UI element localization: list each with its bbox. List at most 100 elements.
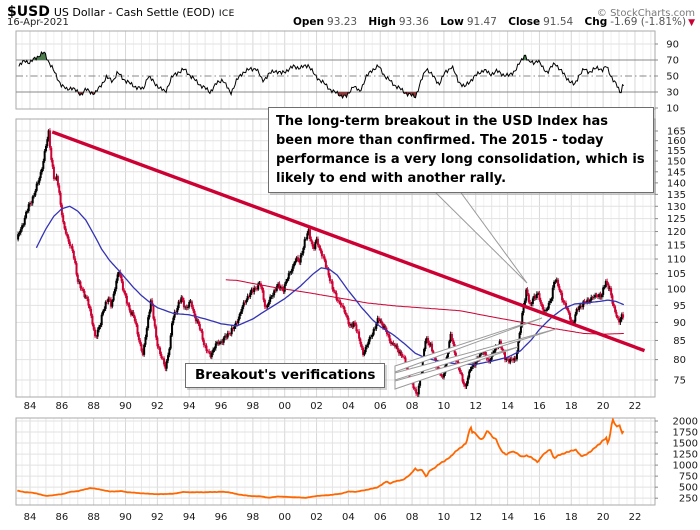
- annotation-long-term-breakout: The long-term breakout in the USD Index …: [268, 107, 654, 193]
- annotation-callout-pointers: [394, 189, 557, 390]
- high-value: 93.36: [398, 16, 429, 28]
- svg-text:86: 86: [55, 401, 68, 412]
- verification-wedge-2: [394, 328, 557, 381]
- momentum-indicator: [16, 51, 655, 100]
- svg-text:145: 145: [667, 167, 686, 178]
- svg-text:96: 96: [215, 512, 228, 523]
- svg-text:92: 92: [151, 512, 164, 523]
- svg-text:90: 90: [119, 401, 132, 412]
- svg-text:1000: 1000: [673, 461, 698, 472]
- svg-text:160: 160: [667, 136, 686, 147]
- open-value: 93.23: [327, 16, 358, 28]
- copyright-label: © StockCharts.com: [596, 8, 695, 19]
- svg-text:02: 02: [310, 512, 323, 523]
- svg-text:90: 90: [119, 512, 132, 523]
- ohlc-quote: Open 93.23 High 93.36 Low 91.47 Close 91.54 …: [293, 16, 695, 28]
- svg-text:08: 08: [406, 512, 419, 523]
- svg-text:120: 120: [667, 227, 686, 238]
- svg-text:500: 500: [679, 483, 698, 494]
- svg-text:250: 250: [679, 494, 698, 505]
- svg-text:14: 14: [501, 401, 514, 412]
- svg-text:90: 90: [666, 40, 679, 51]
- verification-wedge-1: [394, 317, 543, 373]
- svg-text:135: 135: [667, 190, 686, 201]
- open-label: Open: [292, 16, 325, 28]
- svg-text:150: 150: [667, 157, 686, 168]
- svg-text:88: 88: [87, 512, 100, 523]
- verification-wedge-3: [394, 346, 519, 390]
- svg-text:85: 85: [673, 336, 686, 347]
- chart-header: $USD US Dollar - Cash Settle (EOD) ICE © S…: [7, 1, 695, 20]
- svg-text:04: 04: [342, 401, 355, 412]
- svg-text:30: 30: [666, 88, 679, 99]
- quote-row: 16-Apr-2021 Open 93.23 High 93.36 Low 91.47…: [7, 16, 695, 28]
- svg-text:14: 14: [501, 512, 514, 523]
- chg-label: Chg: [584, 16, 608, 28]
- usd-price-series: [17, 128, 625, 397]
- high-label: High: [368, 16, 396, 28]
- svg-text:94: 94: [183, 401, 196, 412]
- svg-text:165: 165: [667, 127, 686, 138]
- svg-text:90: 90: [673, 318, 686, 329]
- lower-orange-series: [17, 418, 625, 499]
- svg-text:84: 84: [24, 401, 37, 412]
- chg-down-arrow-icon: ▼: [688, 18, 695, 28]
- svg-text:50: 50: [666, 72, 679, 83]
- svg-text:1750: 1750: [673, 428, 698, 439]
- svg-text:2000: 2000: [673, 417, 698, 428]
- svg-text:10: 10: [438, 512, 451, 523]
- moving-averages: [35, 205, 625, 366]
- svg-text:02: 02: [310, 401, 323, 412]
- falling-resistance-trendline: [51, 130, 646, 353]
- svg-text:22: 22: [629, 401, 642, 412]
- svg-text:155: 155: [667, 146, 686, 157]
- low-label: Low: [440, 16, 464, 28]
- svg-text:95: 95: [673, 301, 686, 312]
- svg-text:1500: 1500: [673, 439, 698, 450]
- ticker-symbol: $USD: [7, 4, 50, 20]
- svg-text:18: 18: [565, 512, 578, 523]
- close-value: 91.54: [543, 16, 574, 28]
- svg-text:115: 115: [667, 240, 686, 251]
- svg-text:94: 94: [183, 512, 196, 523]
- chart-date: 16-Apr-2021: [7, 17, 69, 28]
- instrument-name: US Dollar - Cash Settle (EOD): [53, 6, 215, 19]
- svg-text:84: 84: [24, 512, 37, 523]
- oversold-fill: [18, 92, 624, 98]
- svg-text:98: 98: [247, 401, 260, 412]
- chg-value: -1.69 (-1.81%): [610, 16, 687, 28]
- exchange-label: ICE: [218, 9, 235, 19]
- svg-text:12: 12: [469, 401, 482, 412]
- svg-text:00: 00: [278, 401, 291, 412]
- axis-labels: 9070503010165160155150145140135130125120…: [24, 40, 698, 524]
- svg-text:140: 140: [667, 178, 686, 189]
- svg-text:96: 96: [215, 401, 228, 412]
- close-label: Close: [508, 16, 541, 28]
- svg-text:10: 10: [666, 104, 679, 115]
- svg-text:70: 70: [666, 56, 679, 67]
- svg-text:80: 80: [673, 355, 686, 366]
- annotation-breakout-verifications: Breakout's verifications: [185, 363, 386, 388]
- svg-text:92: 92: [151, 401, 164, 412]
- svg-text:16: 16: [533, 512, 546, 523]
- svg-text:750: 750: [679, 472, 698, 483]
- svg-text:06: 06: [374, 512, 387, 523]
- svg-text:1250: 1250: [673, 450, 698, 461]
- instrument-title: $USD US Dollar - Cash Settle (EOD) ICE: [7, 1, 235, 20]
- svg-text:98: 98: [247, 512, 260, 523]
- svg-text:18: 18: [565, 401, 578, 412]
- svg-text:130: 130: [667, 202, 686, 213]
- svg-text:00: 00: [278, 512, 291, 523]
- svg-text:100: 100: [667, 285, 686, 296]
- svg-text:04: 04: [342, 512, 355, 523]
- svg-text:20: 20: [597, 512, 610, 523]
- svg-text:110: 110: [667, 255, 686, 266]
- svg-text:86: 86: [55, 512, 68, 523]
- svg-text:06: 06: [374, 401, 387, 412]
- svg-text:20: 20: [597, 401, 610, 412]
- low-value: 91.47: [466, 16, 497, 28]
- svg-text:12: 12: [469, 512, 482, 523]
- svg-text:88: 88: [87, 401, 100, 412]
